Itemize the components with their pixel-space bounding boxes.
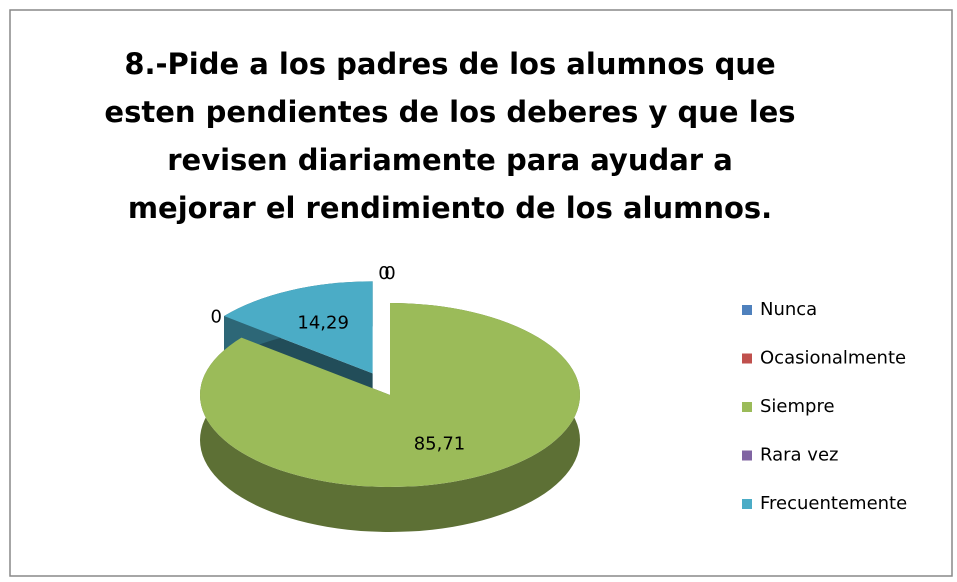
legend-swatch [742,402,752,412]
legend-swatch [742,353,752,364]
pie-slice [224,281,373,374]
data-label: 85,71 [414,434,466,455]
data-label: 0 [378,263,389,284]
legend-label: Nunca [760,299,817,320]
legend-swatch [742,305,752,315]
legend-label: Rara vez [760,445,838,466]
chart-title: 8.-Pide a los padres de los alumnos que … [104,47,796,225]
legend-label: Siempre [760,396,835,417]
legend-label: Ocasionalmente [760,348,906,369]
data-label: 0 [384,263,395,284]
legend-label: Frecuentemente [760,493,907,514]
data-label: 14,29 [297,313,349,334]
legend-swatch [742,499,752,509]
pie-slice [199,303,580,487]
data-label: 0 [211,306,222,327]
legend-swatch [742,450,752,461]
